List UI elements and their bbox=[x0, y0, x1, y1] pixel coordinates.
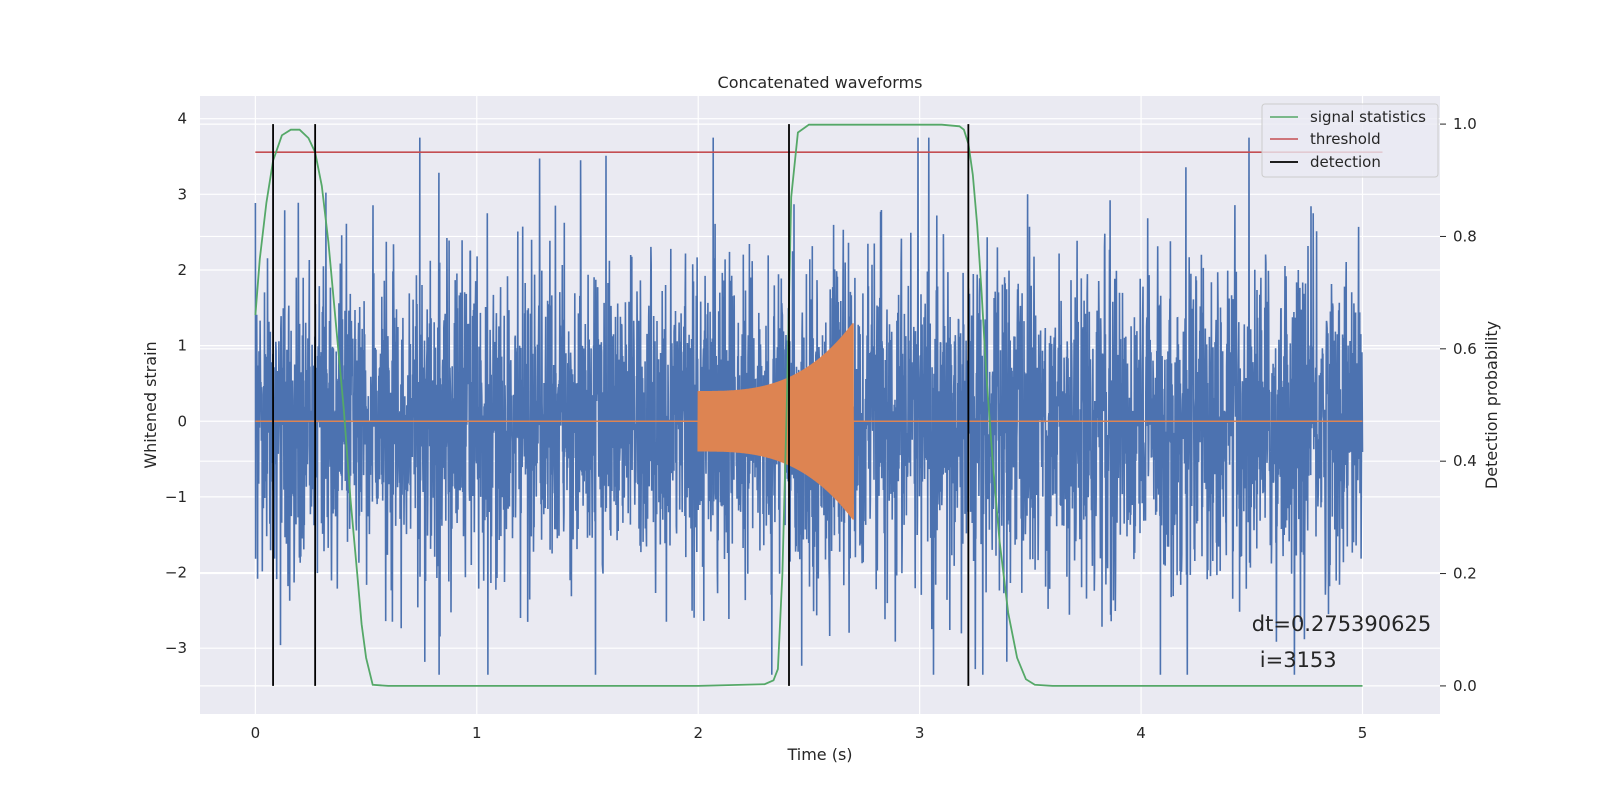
legend-label-detection: detection bbox=[1310, 153, 1381, 171]
y-tick-label-5: 2 bbox=[177, 261, 187, 279]
y-tick-label-1: −2 bbox=[165, 564, 187, 582]
legend-frame bbox=[1261, 103, 1439, 178]
x-axis-label: Time (s) bbox=[786, 745, 852, 764]
annotation-dt: dt=0.275390625 bbox=[1252, 612, 1431, 636]
legend: signal statistics threshold detection bbox=[1261, 103, 1439, 178]
x-tick-label-3: 3 bbox=[915, 724, 925, 742]
annotation-index: i=3153 bbox=[1260, 648, 1337, 672]
legend-label-threshold: threshold bbox=[1310, 130, 1381, 148]
axis-ticks: 0 1 2 3 4 5 −3 −2 −1 0 1 2 3 4 0.0 0.2 0.4 0.6 0.8 1.0 bbox=[165, 110, 1477, 742]
injection-series-line bbox=[255, 323, 1363, 520]
y-tick-label-7: 4 bbox=[177, 110, 187, 128]
y2-tick-label-4: 0.8 bbox=[1453, 227, 1477, 245]
signal-statistics-line bbox=[254, 123, 1363, 687]
y-tick-label-6: 3 bbox=[177, 185, 187, 203]
plot-content bbox=[254, 123, 1383, 687]
y2-axis-label: Detection probability bbox=[1482, 321, 1501, 489]
y-axis-label: Whitened strain bbox=[141, 341, 160, 468]
y-tick-label-2: −1 bbox=[165, 488, 187, 506]
legend-label-signal-statistics: signal statistics bbox=[1310, 108, 1426, 126]
y-tick-label-3: 0 bbox=[177, 412, 187, 430]
y2-tick-label-2: 0.4 bbox=[1453, 452, 1477, 470]
y-tick-label-4: 1 bbox=[177, 337, 187, 355]
y2-tick-label-0: 0.0 bbox=[1453, 677, 1477, 695]
y2-tick-label-5: 1.0 bbox=[1453, 115, 1477, 133]
x-tick-label-5: 5 bbox=[1358, 724, 1368, 742]
chart-title: Concatenated waveforms bbox=[718, 73, 923, 92]
x-tick-label-4: 4 bbox=[1136, 724, 1146, 742]
y-tick-label-0: −3 bbox=[165, 639, 187, 657]
x-tick-label-2: 2 bbox=[693, 724, 703, 742]
x-tick-label-1: 1 bbox=[472, 724, 482, 742]
y2-tick-label-1: 0.2 bbox=[1453, 565, 1477, 583]
y2-tick-label-3: 0.6 bbox=[1453, 340, 1477, 358]
x-tick-label-0: 0 bbox=[251, 724, 261, 742]
